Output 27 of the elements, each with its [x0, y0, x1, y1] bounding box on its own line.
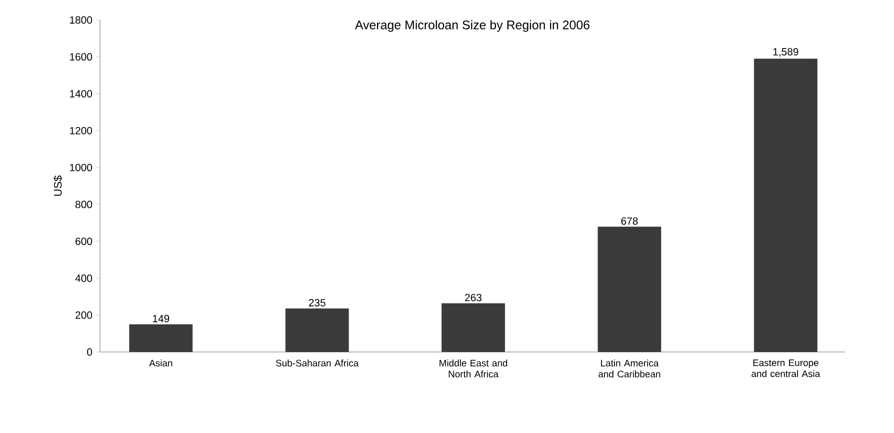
x-tick-label: Middle East and North Africa [440, 360, 508, 378]
y-tick-label: 1000 [70, 164, 92, 172]
y-tick-label: 1400 [70, 90, 92, 98]
y-tick-label: 1800 [70, 16, 92, 24]
data-label: 263 [465, 294, 482, 302]
x-tick-label: Sub-Saharan Africa [276, 360, 359, 366]
bar [285, 308, 349, 352]
data-label: 235 [308, 299, 326, 306]
y-axis-title: US$ [54, 176, 62, 196]
y-tick-label: 600 [76, 238, 92, 246]
bar [598, 226, 662, 352]
data-label: 149 [152, 314, 170, 322]
y-tick-label: 400 [75, 274, 92, 282]
x-tick-label: Latin America and Caribbean [598, 360, 660, 378]
y-tick-label: 1600 [70, 53, 92, 61]
y-tick-label: 1200 [70, 126, 92, 134]
y-tick-label: 0 [87, 348, 92, 356]
x-tick-label: Asian [149, 360, 172, 366]
data-label: 678 [621, 217, 638, 225]
x-tick-label: Eastern Europe and central Asia [752, 360, 820, 378]
y-tick-label: 200 [76, 311, 92, 319]
bar [129, 324, 193, 352]
y-tick-label: 800 [75, 200, 92, 208]
chart-title: Average Microloan Size by Region in 2006 [354, 20, 590, 32]
bar [754, 58, 818, 352]
data-label: 1,589 [773, 48, 798, 57]
bar [442, 303, 505, 352]
